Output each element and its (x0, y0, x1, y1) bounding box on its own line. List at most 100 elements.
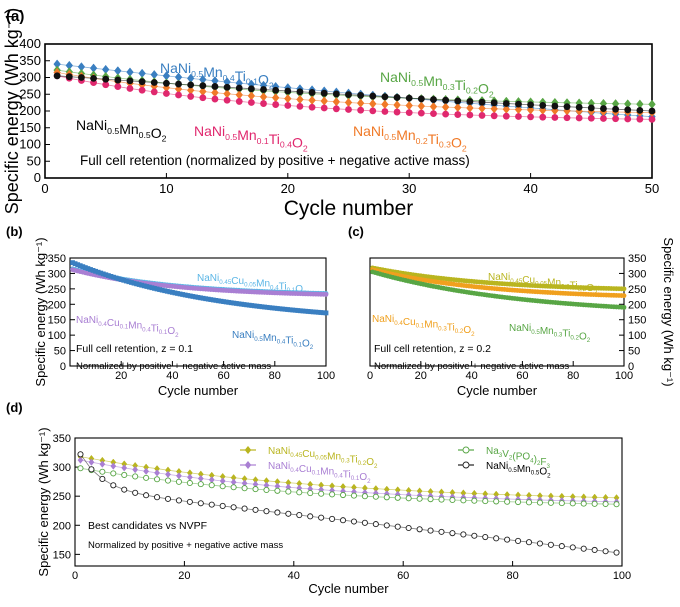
data-point (197, 474, 204, 483)
y-tick-label: 200 (53, 520, 71, 532)
data-point (369, 99, 377, 109)
data-point (223, 89, 231, 99)
data-point (321, 310, 326, 316)
y-tick-label: 150 (628, 315, 646, 327)
annotation-2: Normalized by positive + negative active… (76, 361, 271, 372)
y-tick-label: 150 (53, 549, 71, 561)
x-tick-label: 30 (402, 181, 416, 196)
data-point (177, 291, 183, 297)
data-point (323, 310, 329, 316)
y-tick-label: 200 (628, 299, 646, 311)
y-tick-label: 300 (19, 70, 41, 85)
data-point (252, 506, 259, 513)
data-point (254, 303, 260, 309)
data-point (381, 93, 389, 101)
data-point (430, 96, 437, 103)
data-point (132, 465, 139, 474)
data-point (197, 481, 204, 488)
data-point (230, 484, 237, 491)
data-point (231, 300, 237, 306)
data-point (175, 291, 180, 296)
data-point (525, 499, 533, 506)
data-point (219, 483, 226, 490)
data-point (199, 94, 207, 102)
data-point (70, 260, 75, 266)
data-point (296, 489, 303, 496)
data-point (114, 76, 122, 84)
data-point (621, 304, 627, 310)
x-tick-label: 0 (72, 570, 78, 582)
series-2: NaNi0.5Mn0.4Ti0.1O2 (70, 260, 329, 351)
data-point (143, 492, 150, 499)
data-point (138, 86, 146, 94)
data-point (612, 105, 619, 113)
data-point (116, 276, 122, 282)
data-point (65, 73, 73, 81)
data-point (175, 478, 182, 485)
data-point (211, 95, 219, 103)
data-point (114, 83, 122, 91)
data-point (569, 500, 576, 507)
data-point (241, 505, 248, 512)
data-point (515, 113, 522, 120)
data-point (205, 296, 211, 302)
data-point (323, 292, 329, 297)
data-point (471, 532, 478, 539)
panel-label: (d) (6, 400, 23, 415)
data-point (332, 90, 340, 98)
data-point (285, 510, 292, 517)
data-point (170, 289, 175, 295)
data-point (218, 298, 224, 304)
data-point (284, 102, 292, 109)
data-point (369, 92, 377, 100)
data-point (213, 298, 219, 303)
data-point (621, 293, 627, 299)
data-point (113, 275, 119, 281)
data-point (482, 498, 489, 505)
data-point (263, 486, 270, 494)
series-label: NaNi0.4Cu0.1Mn0.3Ti0.2O2 (372, 314, 475, 338)
data-point (163, 79, 170, 87)
data-point (383, 522, 390, 529)
data-point (90, 267, 96, 273)
data-point (575, 114, 583, 122)
data-point (235, 90, 243, 100)
data-point (460, 497, 467, 504)
data-point (636, 106, 644, 114)
data-point (90, 74, 97, 82)
data-point (110, 482, 117, 489)
data-point (264, 304, 270, 310)
data-point (153, 494, 161, 501)
data-point (417, 109, 425, 117)
data-point (99, 468, 106, 475)
data-point (356, 98, 365, 108)
data-point (416, 495, 423, 502)
data-point (144, 284, 150, 289)
data-point (103, 272, 109, 278)
data-point (163, 90, 170, 97)
data-point (134, 281, 139, 287)
data-point (318, 490, 325, 497)
data-point (118, 277, 124, 282)
data-point (152, 285, 157, 291)
x-tick-label: 40 (166, 370, 178, 382)
data-point (417, 95, 425, 103)
data-point (241, 485, 248, 492)
x-tick-label: 0 (367, 370, 373, 382)
series-line (57, 69, 653, 105)
data-point (442, 96, 450, 104)
series-label: NaNi0.5Mn0.5O2 (76, 117, 167, 144)
data-point (257, 304, 262, 309)
data-point (260, 86, 267, 93)
data-point (466, 111, 474, 119)
series-label: NaNi0.5Mn0.4Ti0.1O2 (232, 330, 314, 351)
data-point (493, 498, 500, 505)
data-point (259, 92, 268, 102)
x-axis-label: Cycle number (457, 383, 538, 398)
data-point (121, 486, 128, 493)
data-point (318, 514, 325, 521)
data-point (602, 500, 609, 508)
data-point (141, 283, 147, 289)
data-point (88, 466, 95, 473)
data-point (381, 99, 389, 110)
